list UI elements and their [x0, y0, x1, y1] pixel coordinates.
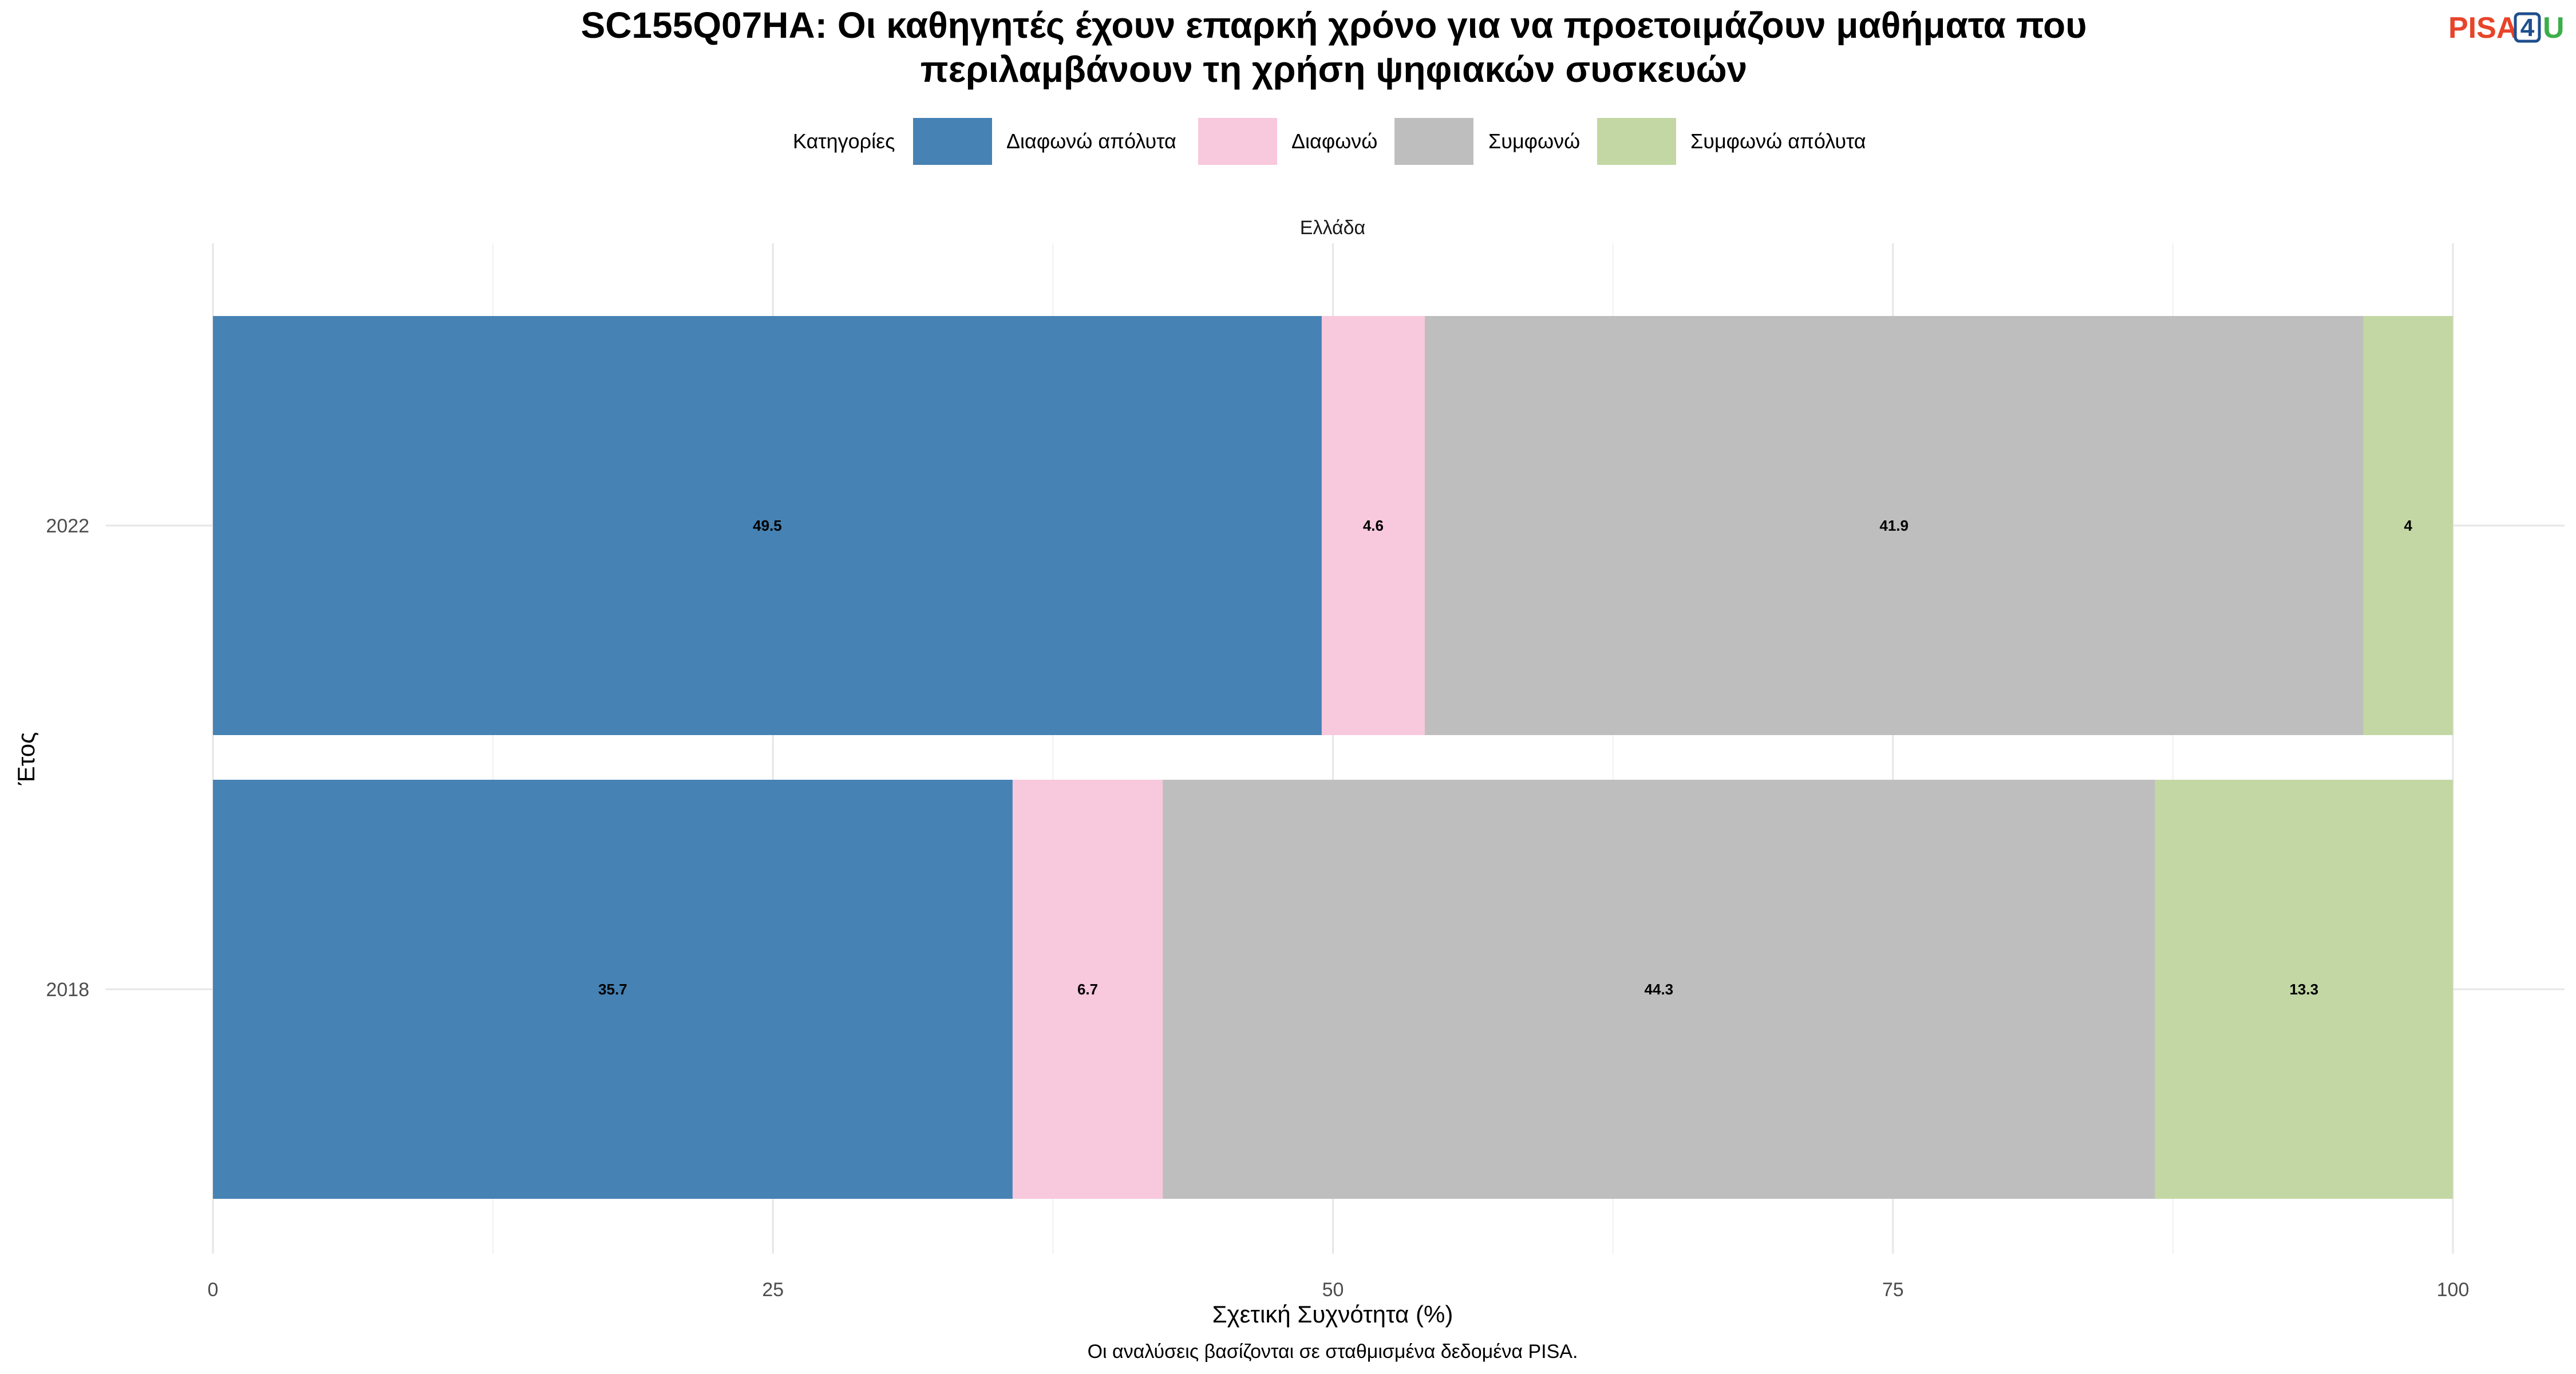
bar-segment — [213, 780, 1013, 1199]
logo-pisa-text: PISA — [2448, 11, 2518, 45]
bar-value-label: 49.5 — [753, 517, 782, 534]
bar-value-label: 41.9 — [1879, 517, 1909, 534]
legend-label: Διαφωνώ απόλυτα — [1006, 129, 1176, 153]
bar-segment — [213, 316, 1322, 735]
bar-value-label: 13.3 — [2289, 981, 2318, 998]
bar-segment — [1163, 780, 2155, 1199]
bar-value-label: 44.3 — [1645, 981, 1674, 998]
bar-value-label: 35.7 — [598, 981, 627, 998]
legend-key — [1198, 118, 1277, 165]
legend-label: Συμφωνώ — [1488, 129, 1580, 153]
legend-key — [1394, 118, 1473, 165]
bar-labels: 49.5 4.6 41.9 4 35.7 6.7 44.3 13.3 — [598, 517, 2412, 998]
bar-value-label: 4 — [2404, 517, 2413, 534]
bars — [213, 316, 2453, 1199]
legend-label: Συμφωνώ απόλυτα — [1690, 129, 1866, 153]
chart-title-line-2: περιλαμβάνουν τη χρήση ψηφιακών συσκευών — [920, 49, 1747, 90]
pisa4u-logo: PISA 4 U — [2448, 11, 2565, 45]
facet-label: Ελλάδα — [1300, 217, 1365, 239]
logo-four-box — [2514, 12, 2541, 43]
bar-value-label: 4.6 — [1363, 517, 1384, 534]
bar-value-label: 6.7 — [1077, 981, 1098, 998]
legend-key — [1597, 118, 1676, 165]
bar-segment — [2155, 780, 2453, 1199]
x-axis-title: Σχετική Συχνότητα (%) — [1212, 1301, 1453, 1328]
legend: Κατηγορίες Διαφωνώ απόλυτα Διαφωνώ Συμφωνώ… — [793, 118, 1866, 165]
legend-title: Κατηγορίες — [793, 129, 895, 153]
y-tick-label: 2018 — [46, 979, 89, 1001]
y-axis-ticks: 2022 2018 — [46, 515, 89, 1001]
bar-segment — [1424, 316, 2364, 735]
x-tick-label: 50 — [1322, 1279, 1344, 1301]
bar-segment — [2363, 316, 2453, 735]
logo-four-text: 4 — [2520, 14, 2535, 42]
y-axis-title: Έτος — [13, 732, 39, 786]
logo-u-text: U — [2543, 11, 2565, 45]
x-axis-ticks: 0 25 50 75 100 — [208, 1279, 2470, 1301]
x-tick-label: 0 — [208, 1279, 219, 1301]
bar-segment — [1321, 316, 1425, 735]
legend-key — [913, 118, 992, 165]
legend-label: Διαφωνώ — [1291, 129, 1377, 153]
x-tick-label: 100 — [2437, 1279, 2470, 1301]
caption: Οι αναλύσεις βασίζονται σε σταθμισμένα δ… — [1088, 1341, 1578, 1363]
x-tick-label: 75 — [1882, 1279, 1904, 1301]
bar-segment — [1012, 780, 1163, 1199]
chart-title-line-1: SC155Q07HA: Οι καθηγητές έχουν επαρκή χρ… — [581, 5, 2087, 46]
y-tick-label: 2022 — [46, 515, 89, 537]
x-tick-label: 25 — [762, 1279, 784, 1301]
